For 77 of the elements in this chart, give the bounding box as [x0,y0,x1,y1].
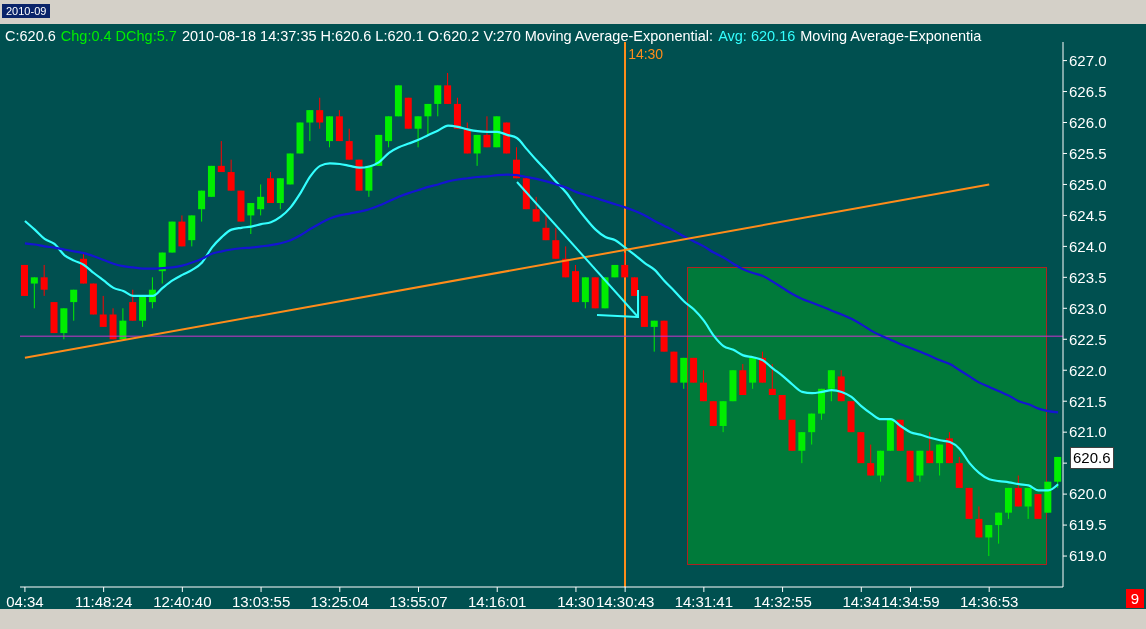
text: 9 [1126,589,1144,608]
y-tick-label: 626.0 [1069,113,1107,131]
y-tick-label: 621.5 [1069,392,1107,410]
candlestick [631,276,639,297]
x-tick-label: 14:34:59 [881,593,940,610]
y-tick-label: 622.0 [1069,361,1107,379]
x-tick-label: 14:30:43 [595,593,655,610]
y-tick-label: 623.5 [1069,268,1107,286]
x-tick-label: 14:31:41 [674,593,734,610]
x-tick-label: 04:34 [6,593,44,610]
candlestick [1014,475,1022,507]
y-tick-label: 624.0 [1069,237,1107,255]
candlestick [40,264,48,297]
x-tick-label: 13:25:04 [310,593,369,610]
candlestick [345,128,353,161]
candlestick [217,140,225,173]
candlestick [414,115,422,148]
text: 620.6 [1070,447,1114,469]
candlestick [306,109,314,142]
x-tick-label: 14:36:53 [960,593,1019,610]
candlestick [99,295,107,328]
candlestick [542,214,550,241]
candlestick [926,431,934,464]
x-tick-label: 14:32:55 [753,593,812,610]
candlestick [424,103,432,136]
candlestick [247,202,255,235]
candlestick [1024,487,1032,520]
candlestick [798,431,806,464]
annotation: Avg: 620.16 [718,28,796,44]
x-tick-label: 13:55:07 [389,593,448,610]
annotation: C:620.6 [5,28,56,44]
candlestick [70,289,78,322]
y-tick-label: 621.0 [1069,423,1107,441]
candlestick [936,444,944,477]
candlestick [30,276,38,309]
candlestick [699,369,707,402]
candlestick [473,134,481,167]
candlestick [129,289,137,322]
candlestick [198,190,206,223]
y-tick-label: 624.5 [1069,206,1107,224]
x-tick-label: 13:03:55 [231,593,291,610]
candlestick [975,505,983,538]
x-tick-label: 14:34 [842,593,881,610]
y-tick-label: 620.0 [1069,485,1107,503]
y-tick-label: 625.5 [1069,144,1107,162]
y-tick-label: 619.0 [1069,547,1107,565]
candlestick [316,97,324,130]
candlestick [257,183,265,216]
y-tick-label: 619.5 [1069,516,1107,534]
y-tick-label: 626.5 [1069,82,1107,100]
annotation: Moving Average-Exponentia [800,28,982,44]
candlestick [434,84,442,117]
y-tick-label: 623.0 [1069,299,1107,317]
candlestick [768,363,776,396]
candlestick [867,444,875,477]
candlestick [227,159,235,192]
x-tick-label: 14:30 [557,593,595,610]
y-tick-label: 627.0 [1069,51,1107,69]
ref-line-label: 14:30 [628,46,664,62]
candlestick [650,320,658,353]
candlestick [808,413,816,446]
annotation: 2010-08-18 14:37:35 H:620.6 L:620.1 O:620.2 V:270 Moving Average-Exponential: [181,28,714,44]
y-tick-label: 625.0 [1069,175,1107,193]
chart-subtitle: 2010-09 [2,4,51,18]
candlestick [532,196,540,223]
y-tick-label: 622.5 [1069,330,1107,348]
x-tick-label: 12:40:40 [153,593,212,610]
x-tick-label: 14:16:01 [468,593,527,610]
candlestick [552,227,560,260]
candlestick [995,512,1003,545]
candlestick [827,369,835,402]
candlestick [621,252,629,278]
x-tick-label: 11:48:24 [75,593,133,610]
candlestick [483,115,491,148]
annotation: Chg:0.4 DChg:5.7 [60,28,177,44]
candlestick [444,72,452,105]
candlestick [985,524,993,557]
